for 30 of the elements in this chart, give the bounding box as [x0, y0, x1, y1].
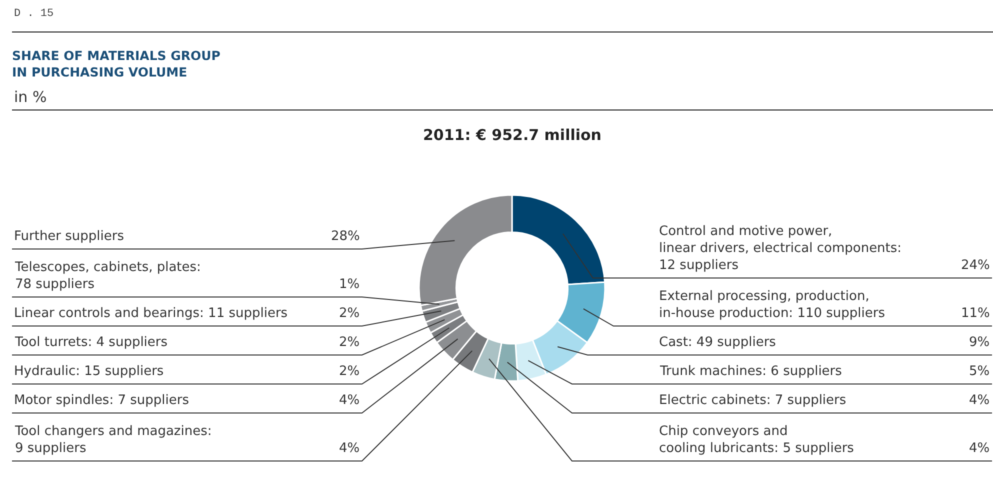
slice-label: Electric cabinets: 7 suppliers — [659, 393, 846, 408]
data-label: 5% — [969, 364, 990, 379]
data-label: 11% — [961, 306, 990, 321]
chart-subtitle: in % — [14, 88, 47, 106]
data-label: 2% — [339, 335, 360, 350]
slice-label: Chip conveyors and cooling lubricants: 5 suppliers — [659, 424, 854, 456]
data-label: 4% — [339, 393, 360, 408]
data-label: 2% — [339, 364, 360, 379]
slice-label: Linear controls and bearings: 11 suppliers — [14, 306, 288, 321]
slice-label: Tool changers and magazines: 9 suppliers — [14, 424, 212, 456]
slice-label: External processing, production, in-house production: 110 suppliers — [659, 289, 886, 321]
slice-label: Trunk machines: 6 suppliers — [659, 364, 842, 379]
slice-label: Cast: 49 suppliers — [659, 335, 776, 350]
data-label: 24% — [961, 258, 990, 273]
slice-label: Hydraulic: 15 suppliers — [14, 364, 164, 379]
data-label: 1% — [339, 277, 360, 292]
slice-label: Tool turrets: 4 suppliers — [14, 335, 168, 350]
slice-label: Telescopes, cabinets, plates: 78 suppliers — [14, 260, 201, 292]
slice-label: Further suppliers — [14, 229, 124, 244]
chart-title: SHARE OF MATERIALS GROUP IN PURCHASING VOLUME — [12, 48, 220, 80]
data-label: 4% — [969, 441, 990, 456]
data-label: 9% — [969, 335, 990, 350]
data-label: 4% — [339, 441, 360, 456]
data-label: 4% — [969, 393, 990, 408]
data-label: 2% — [339, 306, 360, 321]
data-label: 28% — [331, 229, 360, 244]
text: D . 15 — [14, 8, 54, 20]
slice-label: Control and motive power, linear drivers, electrical components: 12 suppliers — [659, 224, 902, 273]
slice-label: Motor spindles: 7 suppliers — [14, 393, 190, 408]
text: 2011: € 952.7 million — [423, 126, 602, 144]
